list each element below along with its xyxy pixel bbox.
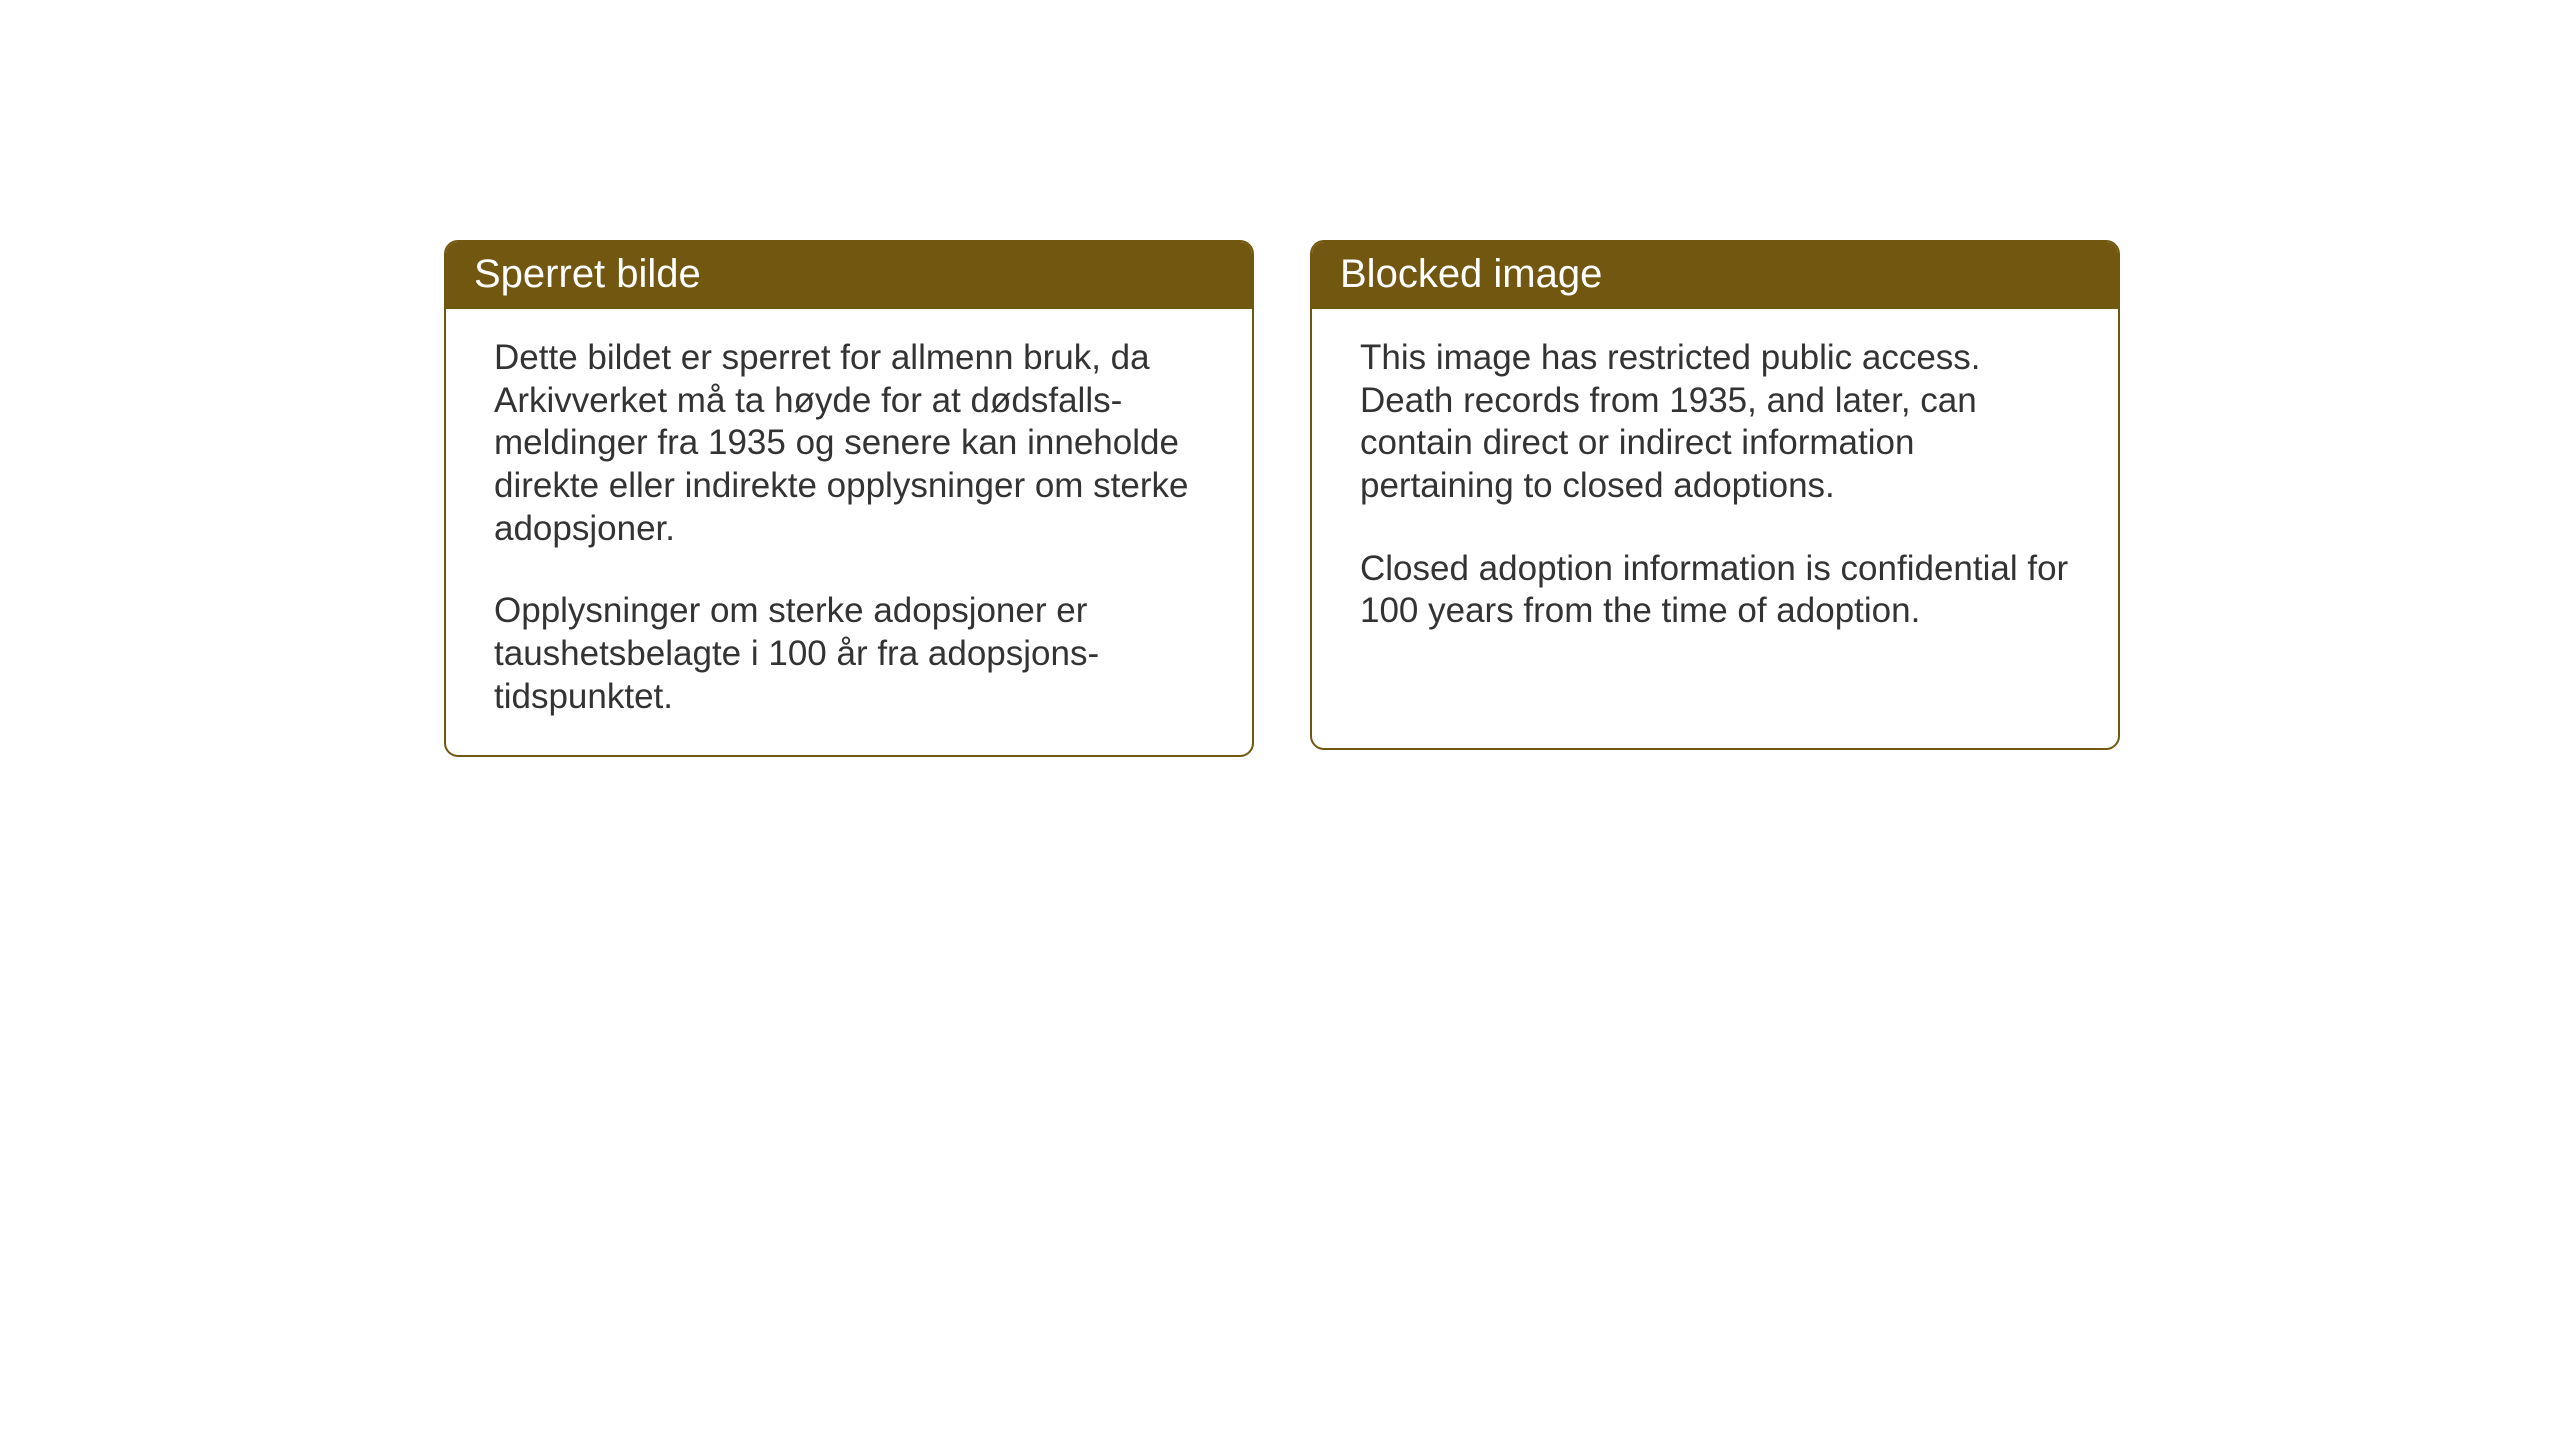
card-header-norwegian: Sperret bilde (446, 242, 1252, 309)
card-title-norwegian: Sperret bilde (474, 252, 701, 296)
paragraph-2-norwegian: Opplysninger om sterke adopsjoner er tau… (494, 590, 1204, 718)
paragraph-1-english: This image has restricted public access.… (1360, 337, 2070, 508)
notice-container: Sperret bilde Dette bildet er sperret fo… (444, 240, 2120, 757)
card-body-norwegian: Dette bildet er sperret for allmenn bruk… (446, 309, 1252, 755)
card-body-english: This image has restricted public access.… (1312, 309, 2118, 669)
paragraph-1-norwegian: Dette bildet er sperret for allmenn bruk… (494, 337, 1204, 550)
paragraph-2-english: Closed adoption information is confident… (1360, 548, 2070, 633)
notice-card-norwegian: Sperret bilde Dette bildet er sperret fo… (444, 240, 1254, 757)
notice-card-english: Blocked image This image has restricted … (1310, 240, 2120, 750)
card-title-english: Blocked image (1340, 252, 1602, 296)
card-header-english: Blocked image (1312, 242, 2118, 309)
